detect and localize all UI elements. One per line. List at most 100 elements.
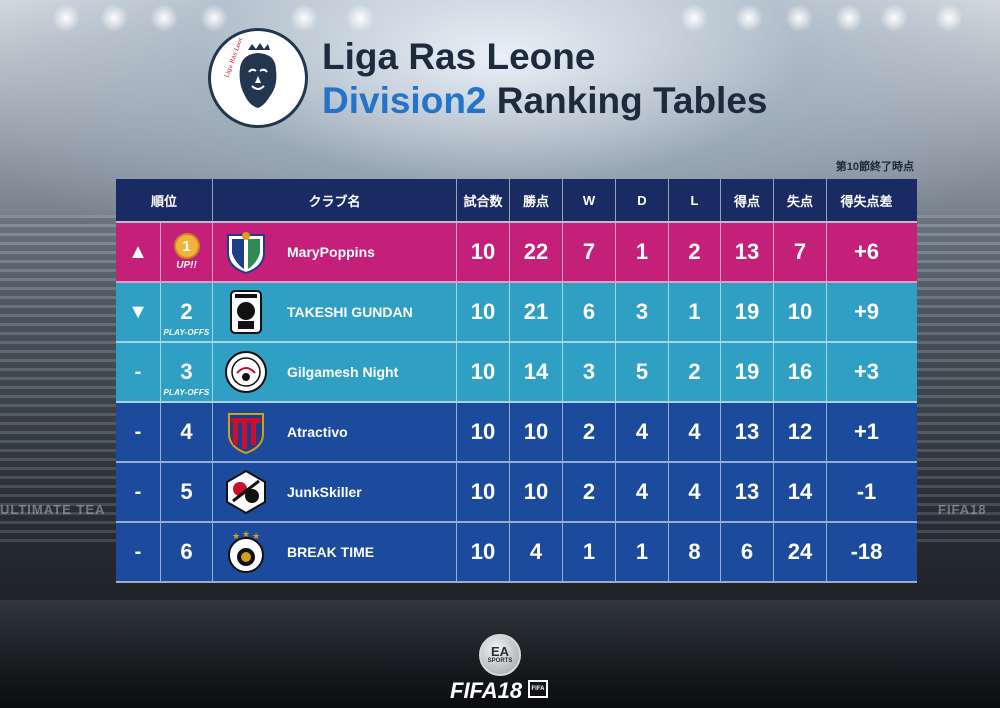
played-cell: 10	[457, 403, 510, 461]
club-name: BREAK TIME	[279, 523, 457, 581]
ranking-tables-label: Ranking Tables	[496, 80, 768, 121]
draws-cell: 5	[616, 343, 669, 401]
draws-cell: 1	[616, 223, 669, 281]
wins-cell: 1	[563, 523, 616, 581]
table-header: 順位 クラブ名 試合数 勝点 W D L 得点 失点 得失点差	[116, 179, 917, 223]
played-cell: 10	[457, 523, 510, 581]
col-diff: 得失点差	[840, 193, 893, 209]
svg-text:★: ★	[232, 531, 240, 541]
club-name: JunkSkiller	[279, 463, 457, 521]
stadium-lights	[0, 0, 1000, 60]
club-emblem-cell	[213, 343, 279, 401]
goal-diff-cell: +3	[853, 359, 880, 384]
goals-against-cell: 12	[774, 403, 827, 461]
table-row: -3 PLAY-OFFS Gilgamesh Night 10 14 3 5 2 19 16 +3	[116, 343, 917, 403]
col-points: 勝点	[510, 179, 563, 221]
played-cell: 10	[457, 463, 510, 521]
rank-number: 2	[180, 299, 193, 324]
points-cell: 10	[510, 463, 563, 521]
fifa-logo: FIFA18	[450, 678, 522, 704]
rank-cell: 3 PLAY-OFFS	[161, 343, 213, 401]
played-cell: 10	[457, 223, 510, 281]
club-emblem-icon	[223, 349, 269, 395]
goals-against-cell: 10	[774, 283, 827, 341]
rank-cell: 5	[161, 463, 213, 521]
goal-diff-cell: +1	[853, 419, 880, 444]
club-emblem-cell	[213, 223, 279, 281]
rank-cell: 6	[161, 523, 213, 581]
ea-logo-subtext: SPORTS	[487, 657, 513, 664]
rank-badge: UP!!	[176, 260, 197, 271]
rank-cell: 1 UP!!	[161, 223, 213, 281]
played-cell: 10	[457, 283, 510, 341]
losses-cell: 2	[669, 223, 721, 281]
goals-for-cell: 13	[721, 463, 774, 521]
as-of-note: 第10節終了時点	[835, 161, 914, 173]
svg-text:★: ★	[252, 531, 260, 541]
goal-diff-cell: -18	[850, 539, 883, 564]
club-emblem-icon	[223, 229, 269, 275]
points-cell: 21	[510, 283, 563, 341]
svg-text:★: ★	[242, 529, 250, 539]
goals-against-cell: 16	[774, 343, 827, 401]
lion-crest-icon: Liga Ras Leone	[223, 38, 277, 108]
trend-indicator: ▼	[116, 283, 161, 341]
ea-logo-text: EA	[490, 643, 510, 659]
col-club: クラブ名	[213, 179, 457, 221]
losses-cell: 1	[669, 283, 721, 341]
trend-indicator: -	[116, 343, 161, 401]
fifa-logo-text: FIFA	[450, 678, 498, 703]
col-d: D	[616, 179, 669, 221]
first-place-badge: 1 UP!!	[173, 233, 200, 271]
goals-for-cell: 13	[721, 403, 774, 461]
club-emblem-icon	[223, 409, 269, 455]
fifa-logo-number: 18	[497, 678, 523, 703]
points-cell: 10	[510, 403, 563, 461]
club-name: Gilgamesh Night	[279, 343, 457, 401]
draws-cell: 4	[616, 463, 669, 521]
fifa-badge: FIFA	[528, 680, 548, 698]
losses-cell: 8	[669, 523, 721, 581]
rank-number: 3	[180, 359, 193, 384]
wins-cell: 2	[563, 403, 616, 461]
col-l: L	[669, 179, 721, 221]
page-title-line2: Division2 Ranking Tables	[322, 80, 768, 122]
goals-for-cell: 19	[721, 283, 774, 341]
points-cell: 4	[510, 523, 563, 581]
goals-against-cell: 7	[774, 223, 827, 281]
table-row: -4 Atractivo 10 10 2 4 4 13 12 +1	[116, 403, 917, 463]
wins-cell: 6	[563, 283, 616, 341]
goal-diff-cell: -1	[856, 479, 877, 504]
points-cell: 14	[510, 343, 563, 401]
col-ga: 失点	[774, 179, 827, 221]
losses-cell: 4	[669, 403, 721, 461]
club-name: MaryPoppins	[279, 223, 457, 281]
table-row: ▼ 2 PLAY-OFFS TAKESHI GUNDAN 10 21 6 3 1 19 10 +9	[116, 283, 917, 343]
col-rank: 順位	[116, 179, 213, 221]
draws-cell: 1	[616, 523, 669, 581]
rank-number: 1	[173, 233, 200, 259]
club-emblem-icon	[223, 469, 269, 515]
rank-cell: 2 PLAY-OFFS	[161, 283, 213, 341]
wins-cell: 2	[563, 463, 616, 521]
losses-cell: 2	[669, 343, 721, 401]
club-emblem-icon	[223, 289, 269, 335]
wins-cell: 7	[563, 223, 616, 281]
col-w: W	[563, 179, 616, 221]
club-emblem-icon: ★ ★ ★	[223, 529, 269, 575]
rank-number: 4	[180, 419, 193, 444]
trend-indicator: ▲	[116, 223, 161, 281]
goals-for-cell: 6	[721, 523, 774, 581]
played-cell: 10	[457, 343, 510, 401]
losses-cell: 4	[669, 463, 721, 521]
wins-cell: 3	[563, 343, 616, 401]
table-row: -6 ★ ★ ★ BREAK TIME 10 4 1 1 8 6 24 -18	[116, 523, 917, 583]
draws-cell: 4	[616, 403, 669, 461]
goal-diff-cell: +6	[853, 239, 880, 264]
page-title-line1: Liga Ras Leone	[322, 36, 596, 77]
trend-indicator: -	[116, 463, 161, 521]
league-logo: Liga Ras Leone	[208, 28, 308, 128]
col-gf: 得点	[721, 179, 774, 221]
club-emblem-cell: ★ ★ ★	[213, 523, 279, 581]
table-row: -5 JunkSkiller 10 10 2 4 4 13 14 -1	[116, 463, 917, 523]
